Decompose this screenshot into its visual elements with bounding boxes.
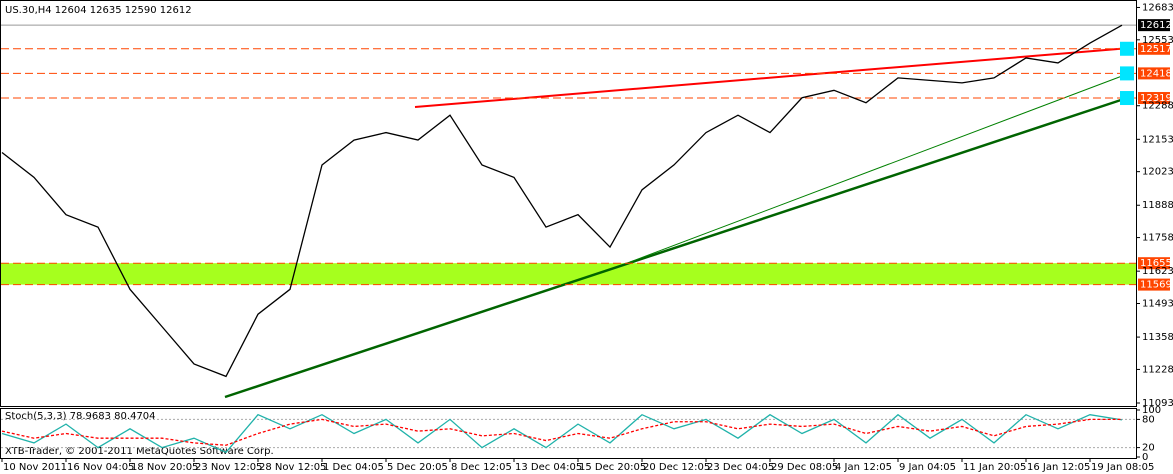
- y-tick-label: 11358: [1142, 332, 1173, 343]
- chart-title: US.30,H4 12604 12635 12590 12612: [5, 5, 192, 16]
- level-label-bg: [1138, 278, 1170, 291]
- resistance-trendline: [414, 47, 1131, 108]
- x-tick-label: 11 Jan 20:05: [963, 462, 1026, 473]
- indicator-title: Stoch(5,3,3) 78.9683 80.4704: [5, 411, 156, 422]
- support-zone: [1, 263, 1136, 285]
- level-label: 12418: [1140, 68, 1172, 79]
- x-tick-label: 19 Jan 08:05: [1091, 462, 1154, 473]
- y-tick-label: 11758: [1142, 233, 1173, 244]
- level-label: 11569: [1140, 280, 1172, 291]
- y-tick-label: 20: [1142, 443, 1155, 454]
- x-tick-label: 10 Nov 2011: [3, 462, 67, 473]
- level-label: 12319: [1140, 93, 1172, 104]
- x-tick-label: 1 Dec 04:05: [323, 462, 384, 473]
- x-tick-label: 8 Dec 12:05: [451, 462, 512, 473]
- y-tick-label: 12023: [1142, 167, 1173, 178]
- main-panel: [0, 0, 1137, 407]
- y-tick-label: 11493: [1142, 299, 1173, 310]
- x-tick-label: 9 Jan 04:05: [899, 462, 956, 473]
- level-label: 12517: [1140, 44, 1172, 55]
- current-price-bg: [1138, 19, 1170, 32]
- x-tick-label: 23 Nov 12:05: [195, 462, 262, 473]
- y-tick-label: 11623: [1142, 266, 1173, 277]
- level-label-bg: [1138, 42, 1170, 55]
- y-tick-label: 80: [1142, 414, 1155, 425]
- series-line: [1, 413, 1123, 454]
- x-tick-label: 29 Dec 08:05: [771, 462, 838, 473]
- x-tick-label: 18 Nov 20:05: [131, 462, 198, 473]
- x-tick-label: 13 Dec 04:05: [515, 462, 582, 473]
- copyright: XTB-Trader, © 2001-2011 MetaQuotes Softw…: [5, 446, 274, 457]
- x-tick-label: 16 Nov 04:05: [67, 462, 134, 473]
- y-tick-label: 0: [1142, 452, 1148, 463]
- x-tick-label: 16 Jan 12:05: [1027, 462, 1090, 473]
- level-label-bg: [1138, 257, 1170, 270]
- x-tick-label: 5 Dec 20:05: [387, 462, 448, 473]
- y-tick-label: 12683: [1142, 2, 1173, 13]
- x-tick-label: 28 Nov 12:05: [259, 462, 326, 473]
- level-label-bg: [1138, 67, 1170, 80]
- x-tick-label: 23 Dec 04:05: [707, 462, 774, 473]
- x-tick-label: 20 Dec 12:05: [643, 462, 710, 473]
- current-price-label: 12612: [1140, 20, 1172, 31]
- y-tick-label: 12553: [1142, 35, 1173, 46]
- x-tick-label: 15 Dec 20:05: [579, 462, 646, 473]
- y-tick-label: 12153: [1142, 134, 1173, 145]
- series-line: [1, 24, 1123, 378]
- y-tick-label: 11888: [1142, 200, 1173, 211]
- y-tick-label: 11093: [1142, 398, 1173, 409]
- level-label-bg: [1138, 92, 1170, 105]
- level-label: 11655: [1140, 258, 1172, 269]
- level-marker: [1120, 66, 1134, 81]
- stoch-panel: [0, 408, 1137, 459]
- y-tick-label: 11228: [1142, 364, 1173, 375]
- x-tick-label: 4 Jan 12:05: [835, 462, 892, 473]
- level-marker: [1120, 91, 1134, 106]
- y-tick-label: 100: [1142, 405, 1161, 416]
- support-trendline-thin: [629, 72, 1131, 263]
- support-trendline: [224, 95, 1131, 399]
- level-marker: [1120, 41, 1134, 56]
- y-tick-label: 12288: [1142, 101, 1173, 112]
